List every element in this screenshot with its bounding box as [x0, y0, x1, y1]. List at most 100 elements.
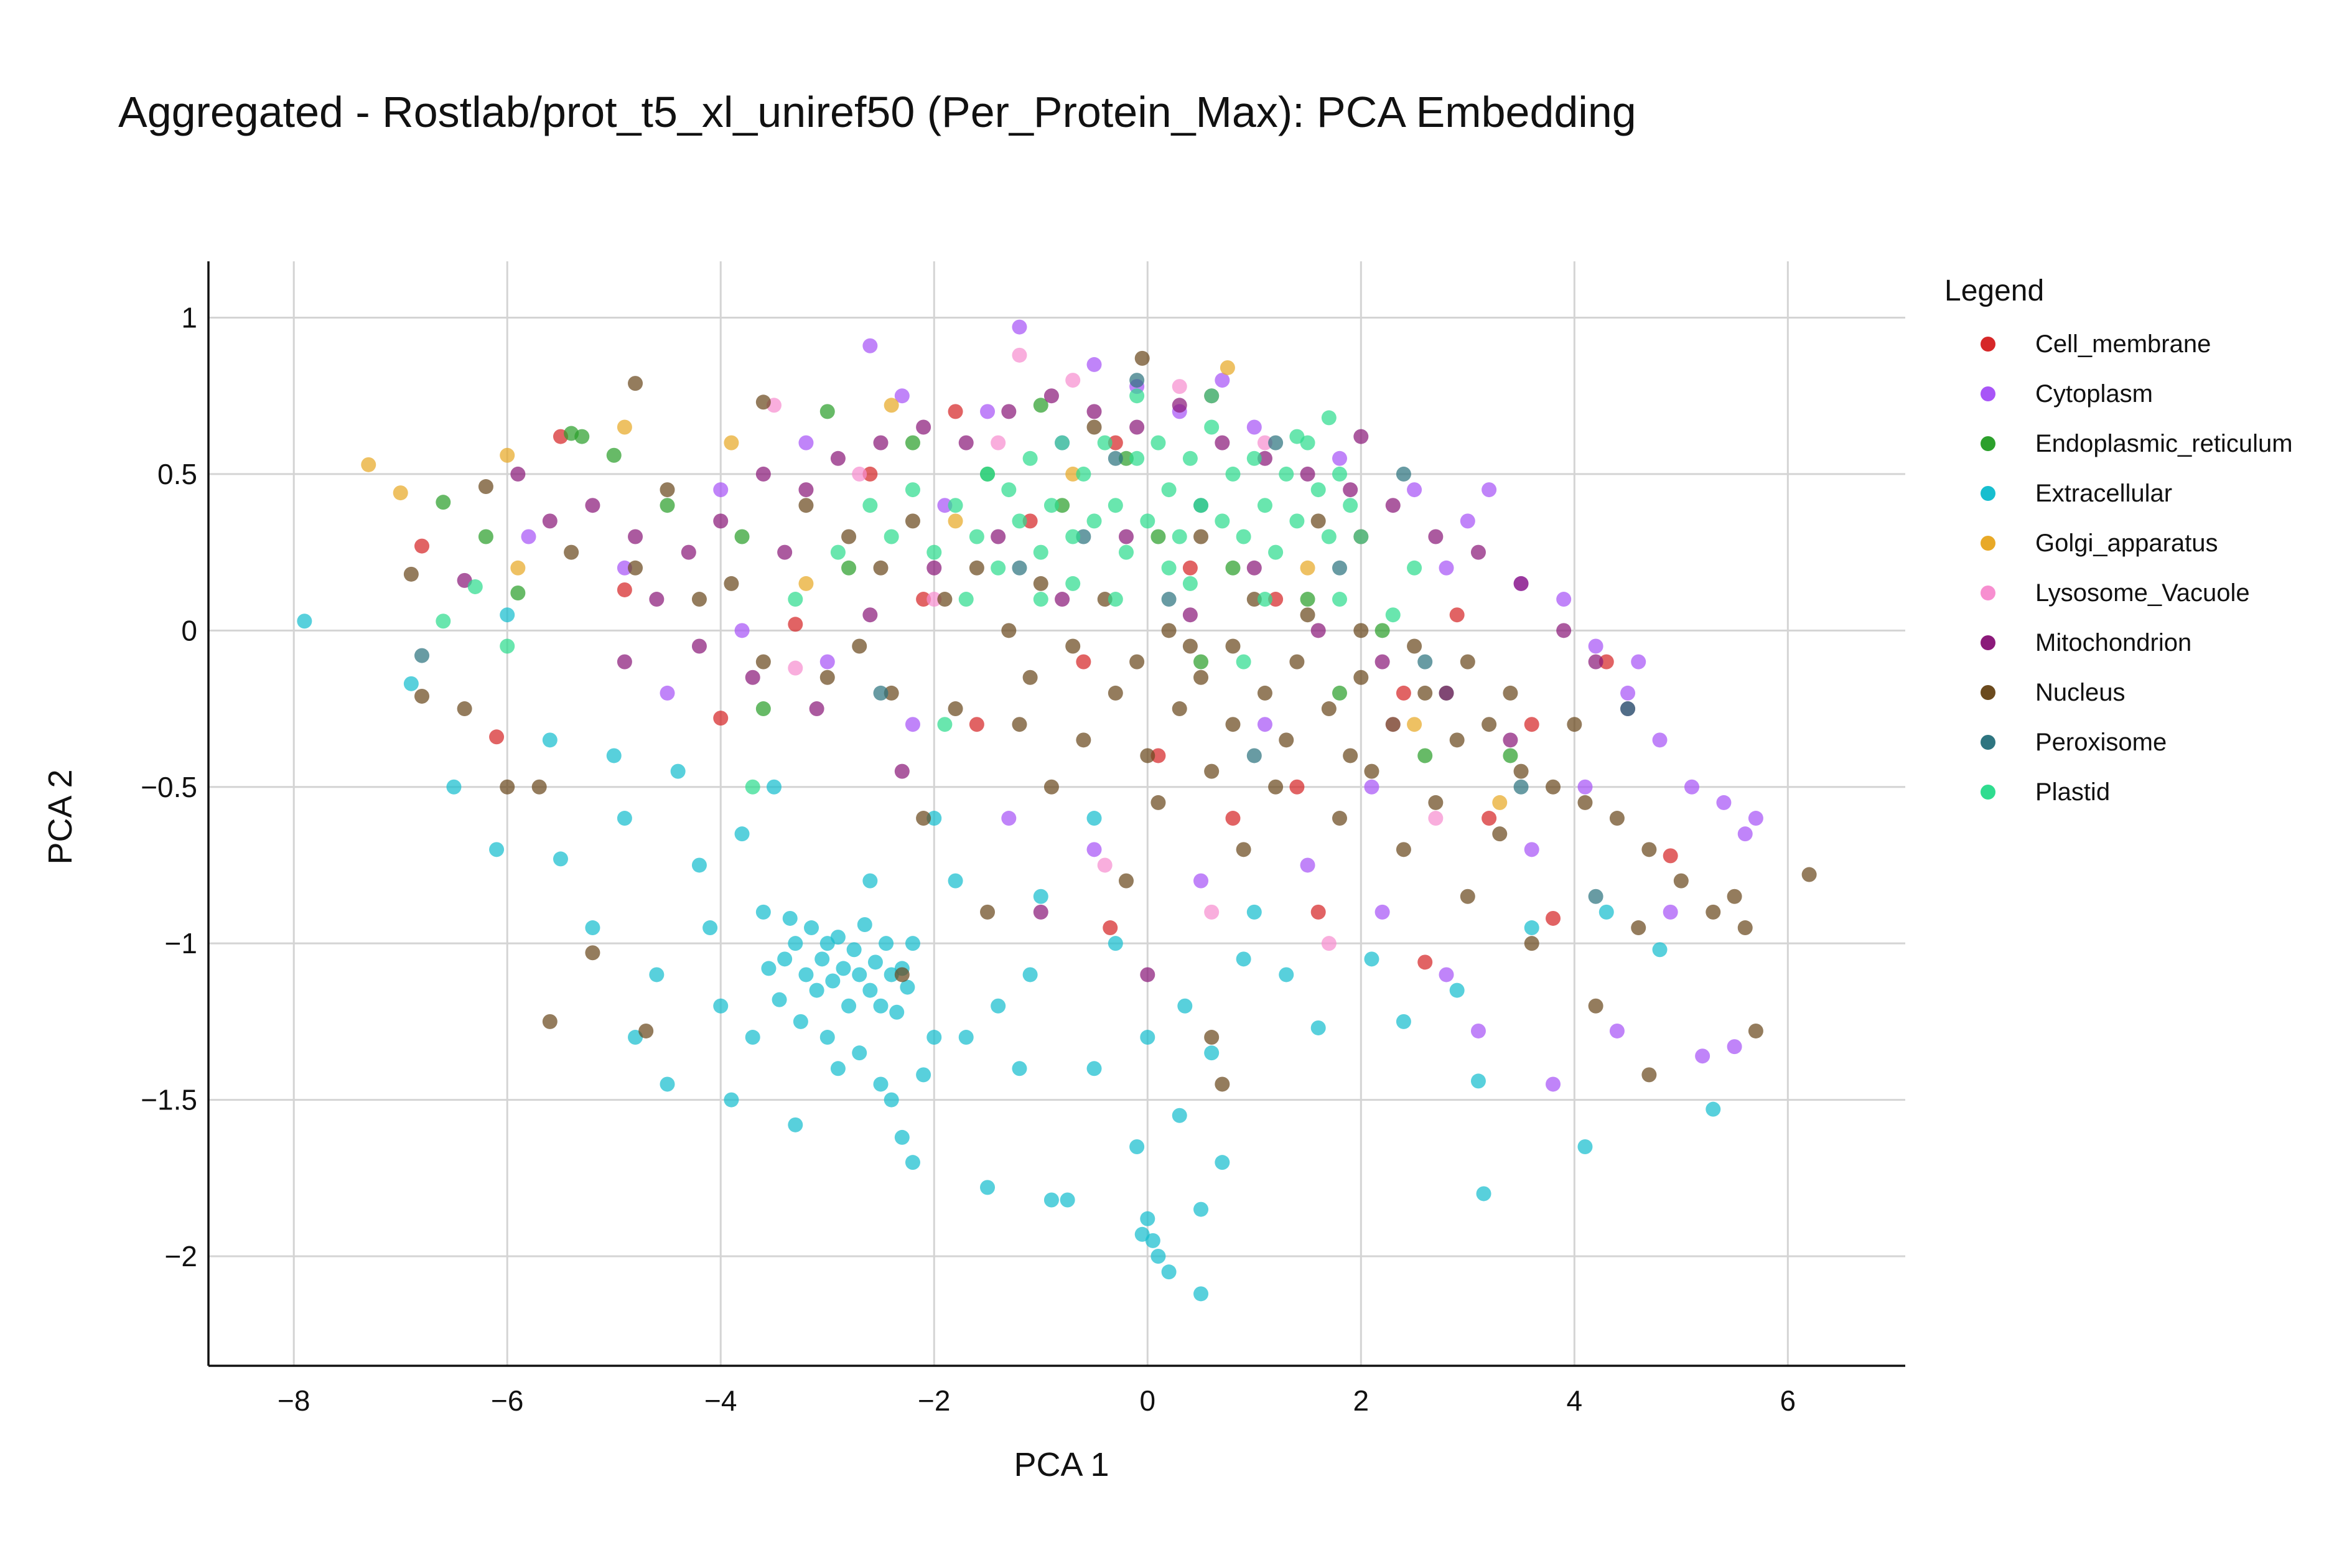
- data-point: [670, 763, 686, 779]
- data-point: [937, 498, 953, 513]
- legend-item[interactable]: Nucleus: [1944, 668, 2293, 717]
- data-point: [798, 482, 814, 498]
- data-point: [467, 579, 483, 594]
- data-point: [1193, 873, 1209, 889]
- data-point: [1161, 560, 1177, 576]
- data-point: [905, 1155, 920, 1170]
- data-point: [1321, 529, 1337, 544]
- data-point: [436, 495, 451, 510]
- data-point: [1268, 779, 1284, 795]
- data-point: [638, 1023, 654, 1038]
- legend-label: Nucleus: [2035, 678, 2126, 706]
- data-point: [1407, 638, 1422, 654]
- data-point: [1055, 435, 1070, 450]
- data-point: [1673, 873, 1689, 889]
- data-point: [1620, 701, 1636, 717]
- data-point: [1631, 920, 1646, 936]
- data-point: [1150, 748, 1166, 763]
- y-tick-label: −2: [165, 1240, 197, 1272]
- data-point: [1246, 419, 1262, 435]
- x-tick-label: 4: [1567, 1384, 1583, 1417]
- legend-label: Lysosome_Vacuole: [2035, 579, 2250, 607]
- data-point: [1748, 811, 1763, 826]
- data-point: [884, 685, 899, 701]
- series-extracellular: [297, 607, 1721, 1302]
- legend-swatch: [1981, 337, 1995, 352]
- legend-item[interactable]: Peroxisome: [1944, 717, 2293, 767]
- data-point: [1193, 1202, 1209, 1217]
- data-points: [297, 319, 1817, 1302]
- data-point: [1065, 638, 1081, 654]
- data-point: [1193, 498, 1209, 513]
- data-point: [478, 479, 493, 495]
- data-point: [1706, 904, 1721, 920]
- data-point: [1204, 763, 1220, 779]
- data-point: [1236, 529, 1251, 544]
- data-point: [767, 779, 782, 795]
- data-point: [1236, 951, 1251, 967]
- data-point: [1145, 1233, 1160, 1248]
- data-point: [542, 732, 558, 748]
- legend-item[interactable]: Endoplasmic_reticulum: [1944, 419, 2293, 469]
- data-point: [793, 1014, 808, 1029]
- data-point: [1524, 920, 1539, 936]
- data-point: [809, 982, 824, 998]
- y-axis-title: PCA 2: [42, 769, 79, 864]
- series-golgi-apparatus: [361, 360, 1508, 810]
- data-point: [1289, 779, 1305, 795]
- data-point: [1321, 936, 1337, 951]
- data-point: [1161, 623, 1177, 638]
- data-point: [788, 1117, 803, 1132]
- y-tick-label: 0.5: [157, 458, 197, 490]
- data-point: [852, 1045, 867, 1061]
- data-point: [1182, 607, 1198, 623]
- legend-item[interactable]: Plastid: [1944, 767, 2293, 817]
- data-point: [958, 1030, 974, 1045]
- data-point: [724, 576, 739, 591]
- data-point: [1524, 717, 1539, 732]
- data-point: [1332, 466, 1347, 482]
- data-point: [1310, 904, 1326, 920]
- data-point: [1193, 529, 1209, 544]
- data-point: [1374, 623, 1390, 638]
- data-point: [1076, 529, 1091, 544]
- data-point: [1204, 419, 1220, 435]
- legend-item[interactable]: Lysosome_Vacuole: [1944, 568, 2293, 618]
- data-point: [1140, 748, 1155, 763]
- legend-item[interactable]: Extracellular: [1944, 469, 2293, 518]
- legend-swatch: [1981, 436, 1995, 451]
- legend-item[interactable]: Cell_membrane: [1944, 319, 2293, 369]
- data-point: [1482, 482, 1497, 498]
- data-point: [1225, 811, 1241, 826]
- data-point: [1695, 1048, 1710, 1064]
- data-point: [702, 920, 718, 936]
- data-point: [1279, 466, 1294, 482]
- legend-swatch: [1981, 635, 1995, 650]
- legend-item[interactable]: Golgi_apparatus: [1944, 518, 2293, 568]
- data-point: [980, 904, 996, 920]
- data-point: [606, 748, 622, 763]
- data-point: [1577, 779, 1593, 795]
- data-point: [798, 498, 814, 513]
- data-point: [1546, 1076, 1561, 1092]
- data-point: [446, 779, 462, 795]
- data-point: [713, 482, 729, 498]
- data-point: [884, 529, 899, 544]
- legend-item[interactable]: Mitochondrion: [1944, 618, 2293, 668]
- y-tick-label: 0: [181, 614, 197, 646]
- data-point: [1439, 560, 1454, 576]
- data-point: [958, 435, 974, 450]
- data-point: [660, 685, 675, 701]
- data-point: [1343, 482, 1358, 498]
- data-point: [1140, 967, 1155, 982]
- data-point: [1118, 873, 1134, 889]
- legend-label: Cell_membrane: [2035, 330, 2211, 358]
- data-point: [1737, 920, 1753, 936]
- data-point: [1524, 842, 1539, 857]
- data-point: [1215, 373, 1230, 388]
- legend-item[interactable]: Cytoplasm: [1944, 369, 2293, 419]
- data-point: [846, 942, 862, 958]
- data-point: [414, 648, 430, 663]
- data-point: [1033, 889, 1048, 904]
- data-point: [1065, 466, 1081, 482]
